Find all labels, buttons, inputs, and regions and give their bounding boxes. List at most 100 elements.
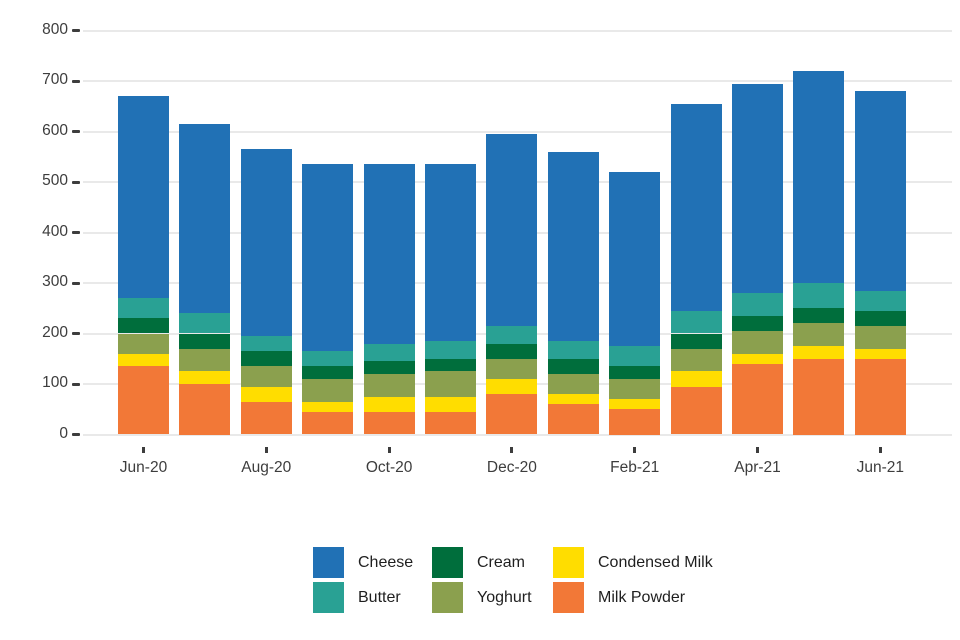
legend-swatch-yoghurt — [432, 582, 463, 613]
gridline — [83, 130, 952, 133]
bar-segment-cheese — [547, 151, 599, 342]
bar-segment-butter — [363, 343, 415, 362]
bar-segment-condensed-milk — [240, 386, 292, 402]
bar-segment-cheese — [670, 103, 722, 311]
bar-segment-yoghurt — [547, 373, 599, 395]
bar-segment-butter — [302, 351, 354, 367]
bar-segment-condensed-milk — [302, 401, 354, 412]
gridline — [83, 29, 952, 32]
y-axis-tick — [72, 382, 80, 386]
bar-segment-yoghurt — [793, 323, 845, 347]
y-axis-label: 400 — [42, 222, 68, 240]
bar-segment-yoghurt — [179, 348, 231, 372]
legend-swatch-butter — [313, 582, 344, 613]
bar-segment-cream — [547, 358, 599, 374]
bar-segment-milk-powder — [179, 384, 231, 435]
bar-segment-butter — [240, 336, 292, 352]
bar-segment-butter — [118, 298, 169, 319]
bar-segment-yoghurt — [425, 371, 476, 397]
legend-label-yoghurt: Yoghurt — [477, 589, 532, 606]
bar-segment-cream — [363, 361, 415, 374]
bar-segment-cream — [240, 351, 292, 367]
y-axis-label: 200 — [42, 323, 68, 341]
bar-segment-yoghurt — [486, 358, 538, 379]
legend-swatch-condensed-milk — [553, 547, 584, 578]
x-axis-label: Jun-21 — [856, 459, 904, 476]
y-axis-label: 100 — [42, 374, 68, 391]
x-axis-label: Apr-21 — [734, 459, 781, 476]
bar-segment-cheese — [854, 91, 906, 291]
x-axis-tick — [264, 447, 268, 453]
bar-segment-condensed-milk — [793, 346, 845, 359]
y-axis-label: 0 — [59, 424, 68, 442]
bar-segment-cream — [793, 308, 845, 324]
bar-segment-cream — [302, 366, 354, 379]
bar-segment-condensed-milk — [732, 353, 783, 364]
bar-segment-yoghurt — [854, 325, 906, 349]
bar-segment-condensed-milk — [118, 353, 169, 367]
bar-segment-yoghurt — [670, 348, 722, 372]
x-axis-tick — [633, 447, 637, 453]
bar-segment-yoghurt — [609, 378, 661, 400]
legend-swatch-cream — [432, 547, 463, 578]
bar-segment-butter — [425, 341, 476, 359]
bar-segment-milk-powder — [302, 411, 354, 435]
bar-segment-cheese — [609, 171, 661, 347]
bar-segment-yoghurt — [363, 373, 415, 397]
y-axis-label: 600 — [42, 121, 68, 139]
y-axis-tick — [72, 433, 80, 436]
bar-segment-milk-powder — [118, 366, 169, 435]
bar-segment-milk-powder — [425, 411, 476, 435]
bar-segment-cream — [854, 310, 906, 326]
bar-segment-cream — [486, 343, 538, 359]
y-axis-label: 800 — [42, 20, 68, 38]
legend-label-condensed-milk: Condensed Milk — [598, 554, 713, 571]
bar-segment-yoghurt — [118, 333, 169, 354]
legend-label-cream: Cream — [477, 554, 526, 571]
bar-segment-cheese — [179, 123, 231, 314]
bar-segment-butter — [732, 293, 783, 316]
bar-segment-butter — [670, 310, 722, 334]
gridline — [83, 80, 952, 82]
legend-swatch-cheese — [313, 547, 344, 578]
bar-segment-cheese — [793, 70, 845, 283]
bar-segment-cheese — [425, 164, 476, 342]
bar-segment-yoghurt — [240, 366, 292, 387]
x-axis-label: Aug-20 — [241, 459, 292, 476]
bar-segment-cheese — [486, 134, 538, 326]
bar-segment-cheese — [240, 149, 292, 337]
y-axis-tick — [72, 130, 80, 133]
x-axis-tick — [510, 447, 514, 453]
bar-segment-yoghurt — [732, 330, 783, 354]
legend-swatch-milk-powder — [553, 582, 584, 613]
y-axis-tick — [72, 332, 80, 335]
bar-segment-cream — [670, 333, 722, 349]
bar-segment-condensed-milk — [425, 396, 476, 412]
x-axis-label: Dec-20 — [486, 459, 537, 476]
bar-segment-cheese — [302, 164, 354, 352]
bar-segment-cream — [118, 318, 169, 334]
x-axis-tick — [142, 447, 145, 453]
bar-segment-yoghurt — [302, 378, 354, 402]
bar-segment-condensed-milk — [363, 396, 415, 412]
y-axis-tick — [72, 180, 80, 184]
bar-segment-milk-powder — [547, 404, 599, 435]
bar-segment-condensed-milk — [854, 348, 906, 359]
bar-segment-milk-powder — [609, 409, 661, 435]
gridline — [83, 433, 952, 436]
x-axis-tick — [756, 447, 759, 453]
x-axis-tick — [387, 447, 391, 453]
bar-segment-condensed-milk — [179, 371, 231, 384]
y-axis-label: 300 — [42, 273, 68, 290]
bar-segment-cheese — [363, 164, 415, 344]
bar-segment-cream — [179, 333, 231, 349]
x-axis-label: Oct-20 — [365, 459, 413, 476]
bar-segment-butter — [793, 283, 845, 309]
bar-segment-cheese — [118, 96, 169, 299]
legend-label-butter: Butter — [358, 589, 401, 606]
bar-segment-condensed-milk — [670, 371, 722, 387]
y-axis-label: 700 — [42, 71, 68, 88]
bar-segment-butter — [609, 346, 661, 367]
x-axis-tick — [878, 447, 882, 453]
